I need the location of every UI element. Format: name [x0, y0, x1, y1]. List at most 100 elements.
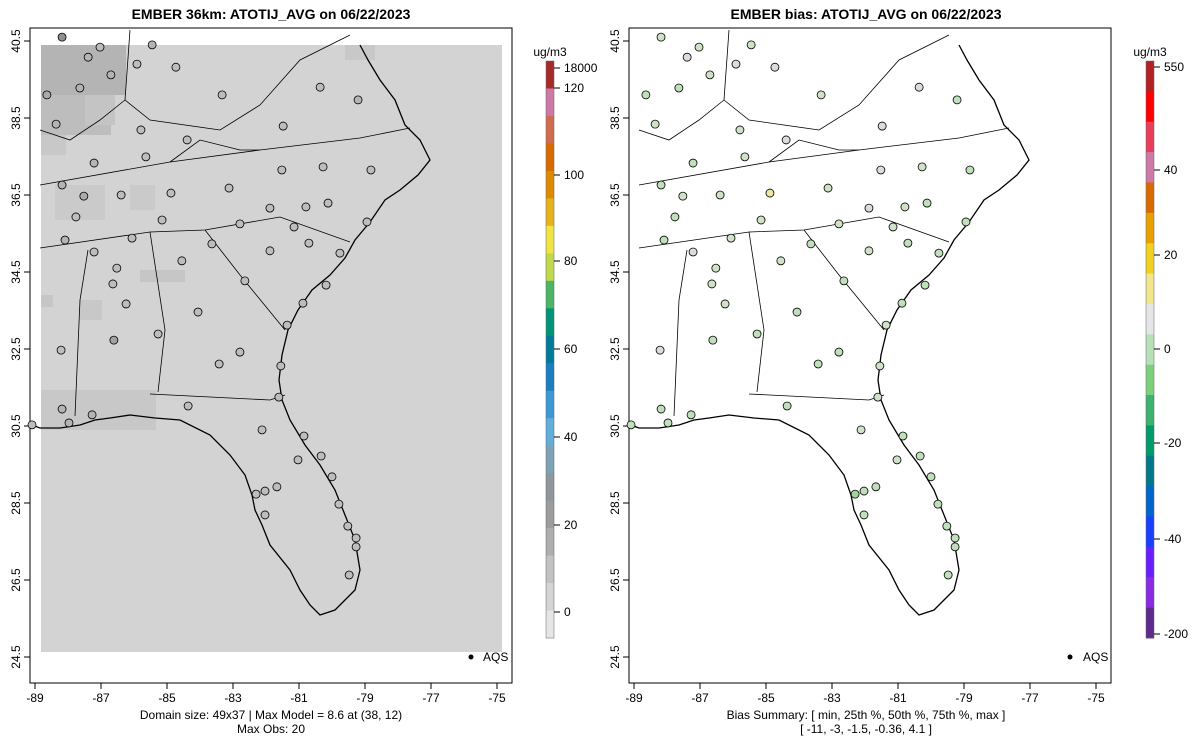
x-tick-label: -75	[1087, 691, 1105, 705]
station-marker	[366, 165, 376, 175]
station-marker	[961, 217, 971, 227]
colorbar-tick-label: 80	[564, 254, 578, 268]
station-marker	[153, 329, 163, 339]
colorbar-swatch	[546, 418, 554, 447]
colorbar-swatch	[546, 61, 554, 89]
state-border	[768, 139, 859, 163]
station-marker	[900, 202, 910, 212]
colorbar-tick-label: 0	[564, 605, 571, 619]
colorbar-swatch	[546, 473, 554, 502]
station-marker	[89, 158, 99, 168]
y-tick-label: 32.5	[9, 337, 23, 361]
station-marker	[171, 62, 181, 72]
legend-aqs-marker	[1067, 654, 1073, 660]
station-marker	[57, 32, 67, 42]
station-marker	[705, 70, 715, 80]
station-marker	[353, 95, 363, 105]
map-area: -89 -87 -85 -83 -81 -79 -77 -75 40.5 38.5 36.5 34.5…	[608, 27, 1188, 705]
station-marker	[816, 90, 826, 100]
station-marker	[943, 570, 953, 580]
station-marker	[57, 180, 67, 190]
map-area: -89 -87 -85 -83 -81 -79 -77 -75 40.5 38.5 36.5 34.5…	[9, 27, 598, 705]
panel-title: EMBER bias: ATOTIJ_AVG on 06/22/2023	[730, 6, 1001, 22]
colorbar-unit: ug/m3	[533, 45, 567, 59]
colorbar-swatch	[546, 143, 554, 172]
station-marker	[42, 90, 52, 100]
model-grid	[41, 45, 502, 652]
y-tick-label: 38.5	[608, 106, 622, 130]
station-marker	[276, 361, 286, 371]
station-marker	[327, 472, 337, 482]
station-marker	[926, 472, 936, 482]
station-marker	[856, 425, 866, 435]
station-marker	[277, 165, 287, 175]
colorbar-swatch	[546, 500, 554, 529]
station-marker	[656, 32, 666, 42]
station-marker	[881, 320, 891, 330]
station-marker	[655, 345, 665, 355]
station-marker	[656, 404, 666, 414]
colorbar-tick-label: 20	[1164, 248, 1178, 262]
y-tick-label: 38.5	[9, 106, 23, 130]
station-marker	[315, 82, 325, 92]
station-marker	[898, 431, 908, 441]
station-marker	[903, 238, 913, 248]
station-marker	[235, 219, 245, 229]
station-marker	[834, 347, 844, 357]
station-marker	[933, 499, 943, 509]
colorbar-swatch	[546, 198, 554, 227]
station-marker	[71, 212, 81, 222]
station-marker	[806, 239, 816, 249]
station-marker	[708, 335, 718, 345]
station-marker	[304, 238, 314, 248]
station-marker	[240, 276, 250, 286]
station-marker	[251, 489, 261, 499]
station-marker	[108, 279, 118, 289]
colorbar-swatch	[1146, 212, 1154, 244]
state-border	[723, 29, 950, 131]
station-marker	[64, 418, 74, 428]
station-marker	[106, 70, 116, 80]
station-marker	[720, 299, 730, 309]
station-marker	[335, 248, 345, 258]
station-marker	[95, 42, 105, 52]
station-marker	[873, 392, 883, 402]
panel-title: EMBER 36km: ATOTIJ_AVG on 06/22/2023	[132, 6, 411, 22]
x-tick-label: -79	[356, 691, 374, 705]
station-marker	[87, 410, 97, 420]
model-grid-cell	[130, 185, 155, 210]
state-border	[169, 139, 260, 163]
y-tick-label: 40.5	[9, 29, 23, 53]
station-marker	[121, 299, 131, 309]
y-tick-label: 26.5	[9, 568, 23, 592]
station-marker	[850, 489, 860, 499]
station-marker	[859, 486, 869, 496]
station-marker	[952, 95, 962, 105]
station-marker	[289, 222, 299, 232]
state-border	[748, 231, 765, 393]
colorbar-tick-label: 40	[1164, 163, 1178, 177]
y-tick-label: 36.5	[608, 183, 622, 207]
y-tick-label: 36.5	[9, 183, 23, 207]
state-border	[748, 393, 885, 401]
caption-line-2: Max Obs: 20	[237, 722, 305, 736]
colorbar-swatch	[546, 253, 554, 282]
bias-panel: EMBER bias: ATOTIJ_AVG on 06/22/2023 -89…	[608, 6, 1188, 736]
station-marker	[89, 247, 99, 257]
state-border	[638, 99, 725, 141]
station-marker	[752, 329, 762, 339]
station-marker	[834, 219, 844, 229]
y-tick-label: 32.5	[608, 337, 622, 361]
x-tick-label: -83	[823, 691, 841, 705]
station-marker	[224, 183, 234, 193]
station-marker	[157, 215, 167, 225]
station-marker	[318, 162, 328, 172]
colorbar-swatch	[1146, 61, 1154, 92]
colorbar-swatch	[1146, 182, 1154, 214]
station-marker	[707, 279, 717, 289]
station-marker	[272, 482, 282, 492]
colorbar-swatch	[546, 335, 554, 364]
station-marker	[920, 280, 930, 290]
y-tick-label: 40.5	[608, 29, 622, 53]
